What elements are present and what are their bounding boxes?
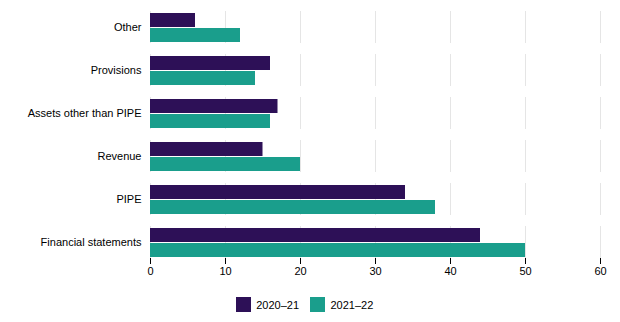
svg-text:50: 50 <box>519 265 531 277</box>
svg-text:Financial statements: Financial statements <box>41 236 142 248</box>
svg-text:Provisions: Provisions <box>91 64 142 76</box>
svg-text:0: 0 <box>147 265 153 277</box>
html-text:2021–22: 2021–22 <box>330 298 374 311</box>
svg-text:10: 10 <box>219 265 231 277</box>
html-text:2020–21: 2020–21 <box>256 298 299 311</box>
svg-text:Other: Other <box>114 21 142 33</box>
svg-text:30: 30 <box>369 265 381 277</box>
svg-text:60: 60 <box>594 265 606 277</box>
svg-text:PIPE: PIPE <box>116 193 141 205</box>
svg-text:Revenue: Revenue <box>97 150 141 162</box>
svg-text:40: 40 <box>444 265 456 277</box>
svg-text:20: 20 <box>294 265 306 277</box>
svg-text:Assets other than PIPE: Assets other than PIPE <box>28 107 142 119</box>
